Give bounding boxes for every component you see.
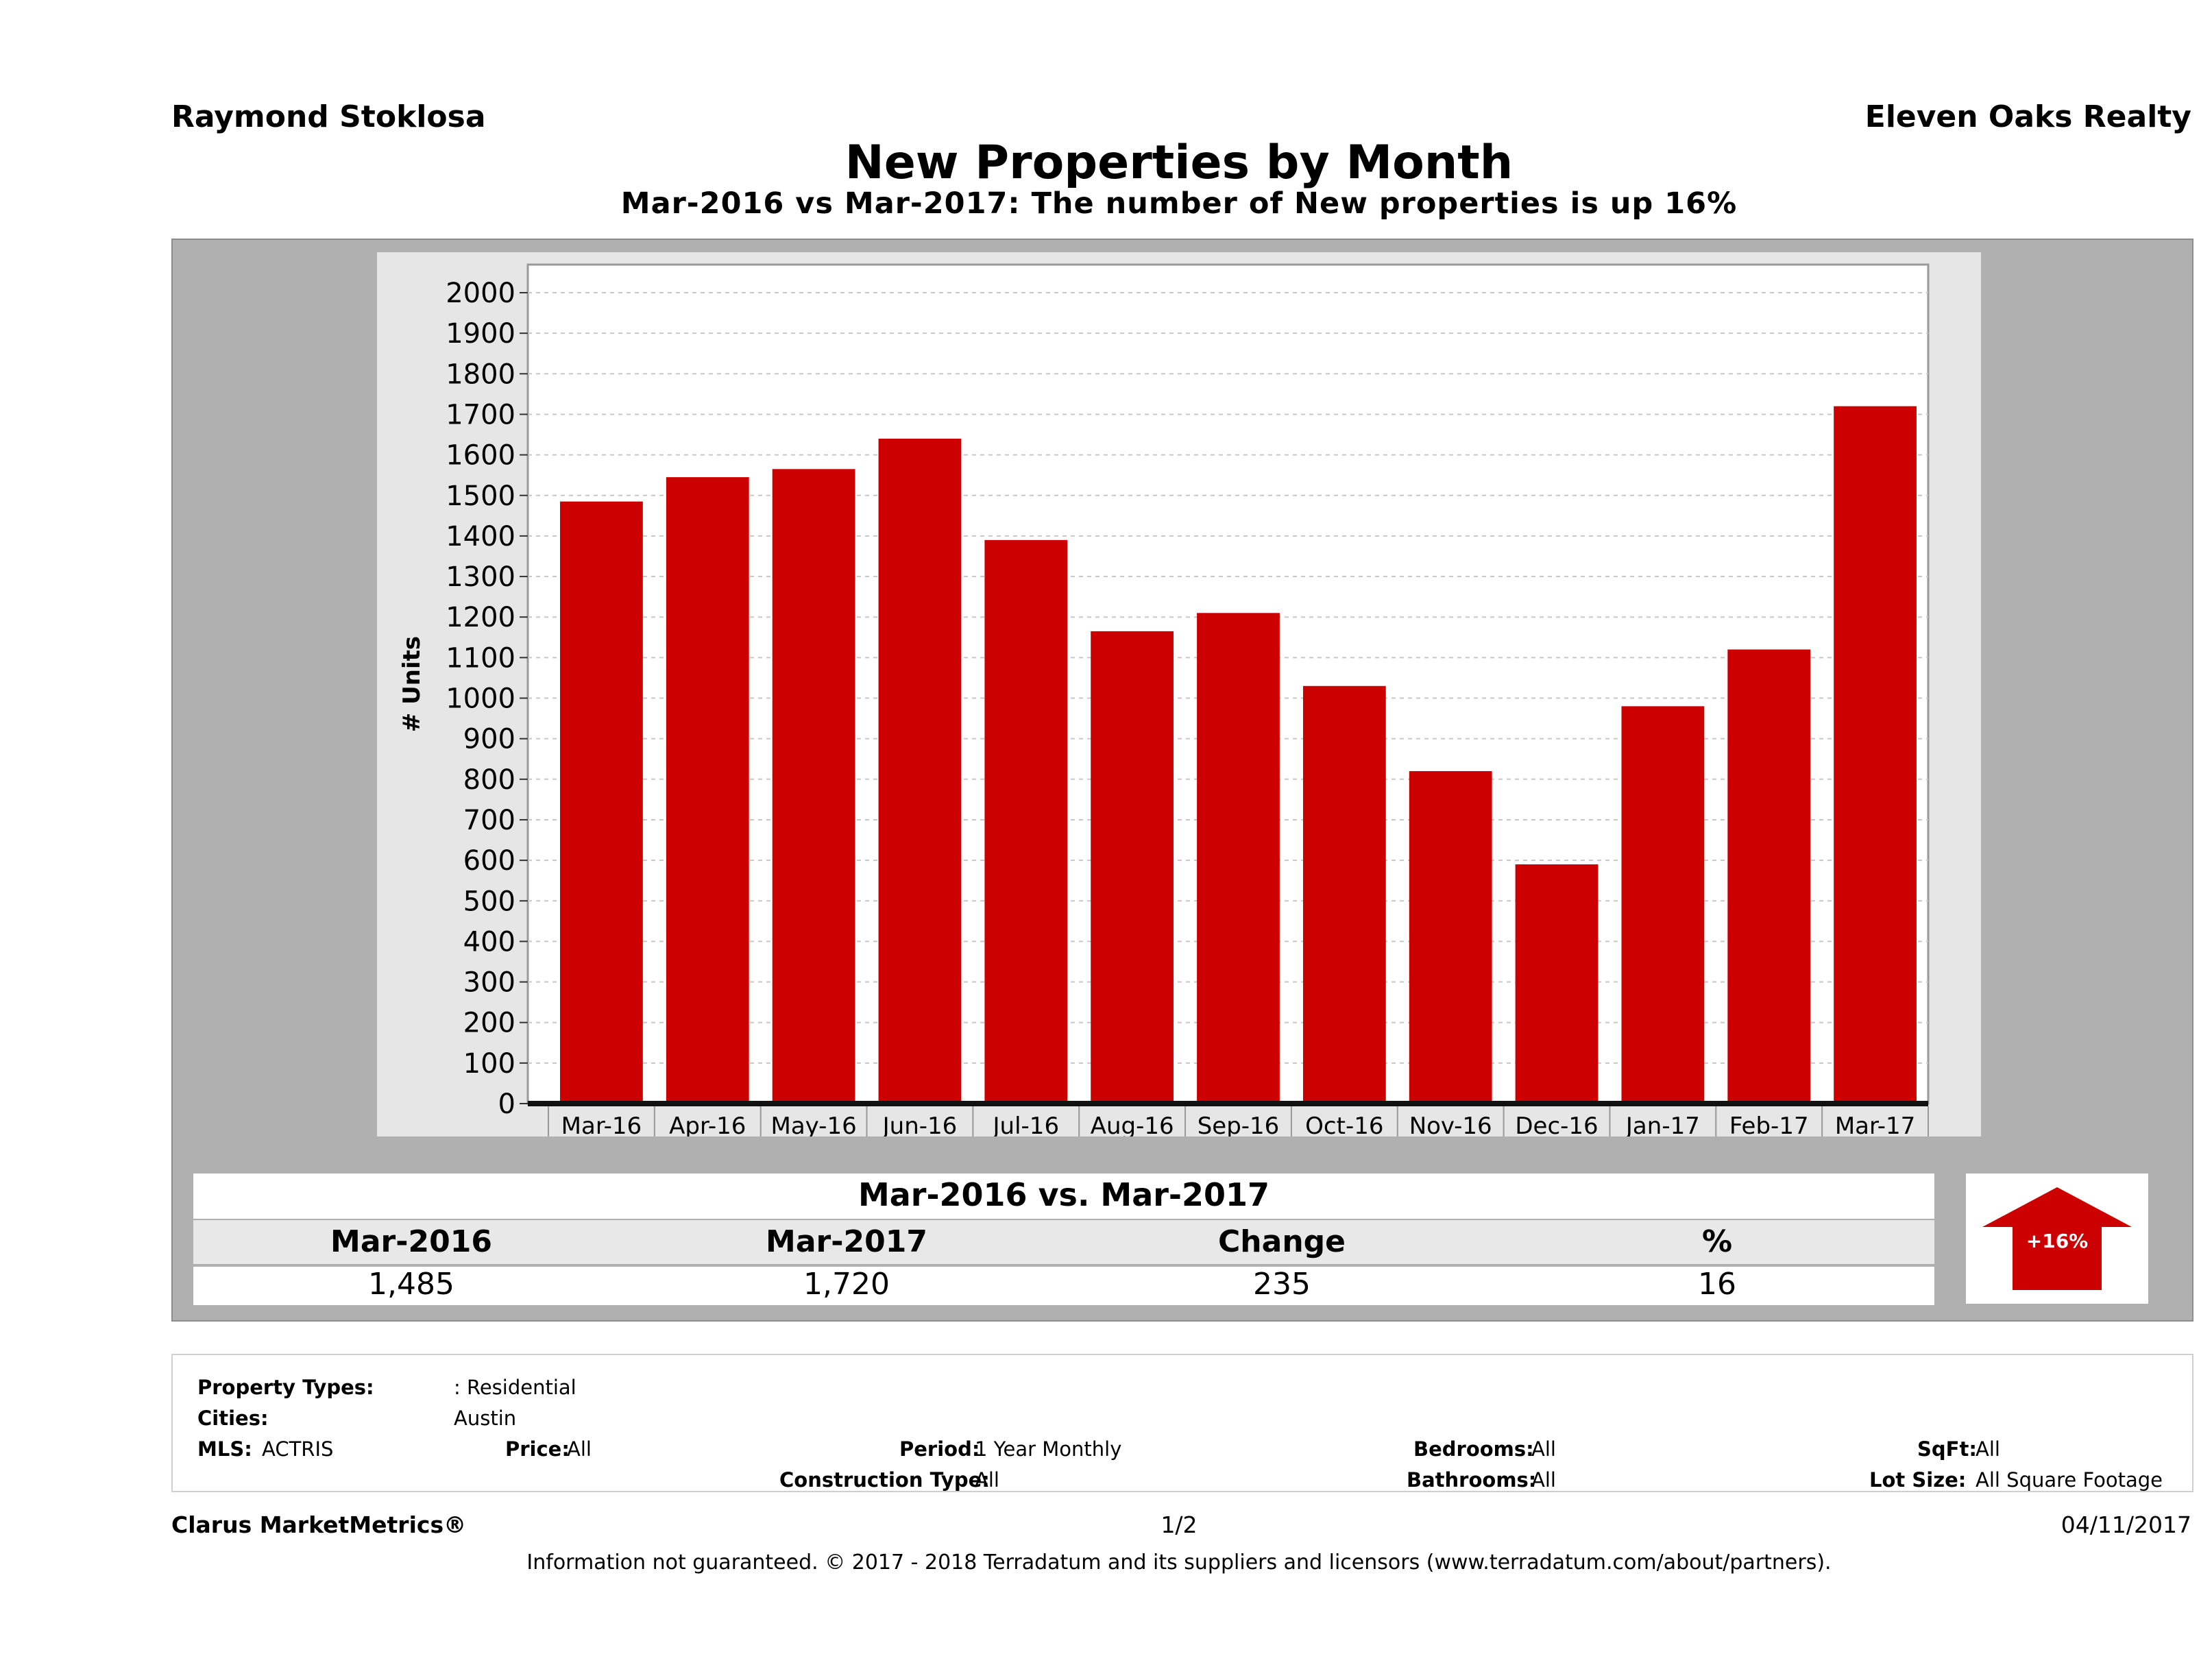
summary-value-change: 235 (1253, 1267, 1311, 1302)
bar-may-16 (772, 469, 855, 1104)
y-axis-label: # Units (398, 636, 426, 732)
filter-lotsize-label: Lot Size: (1869, 1468, 1967, 1492)
summary-title: Mar-2016 vs. Mar-2017 (858, 1176, 1270, 1213)
y-tick-label: 100 (463, 1048, 515, 1080)
y-tick-label: 2000 (446, 278, 515, 309)
filter-mls-value: ACTRIS (262, 1437, 334, 1461)
bar-sep-16 (1197, 613, 1280, 1104)
filter-price-label: Price: (505, 1437, 570, 1461)
x-tick-label: Mar-16 (561, 1112, 642, 1136)
filter-construction-value: All (975, 1468, 999, 1492)
x-tick-label: Apr-16 (669, 1112, 746, 1136)
x-tick-label: Mar-17 (1835, 1112, 1916, 1136)
bar-chart: 0 100 200 300 400 500 600 700 800 900 1000 1100 1200… (398, 263, 1930, 1136)
filter-price-value: All (567, 1437, 592, 1461)
summary-value-bar (193, 1267, 1934, 1305)
y-tick-label: 900 (463, 724, 515, 755)
y-tick-label: 1000 (446, 683, 515, 715)
y-tick-label: 300 (463, 967, 515, 999)
filter-sqft-label: SqFt: (1917, 1437, 1977, 1461)
filter-mls-label: MLS: (197, 1437, 252, 1461)
page-subtitle: Mar-2016 vs Mar-2017: The number of New … (620, 186, 1738, 221)
summary-header-curr: Mar-2017 (766, 1224, 927, 1259)
change-badge-box: +16% (1966, 1174, 2148, 1304)
report-date: 04/11/2017 (2061, 1511, 2191, 1538)
page-number: 1/2 (1160, 1511, 1198, 1538)
filter-bedrooms-label: Bedrooms: (1413, 1437, 1534, 1461)
filter-bathrooms-value: All (1531, 1468, 1556, 1492)
x-tick-label: May-16 (770, 1112, 856, 1136)
filter-sqft-value: All (1976, 1437, 2000, 1461)
y-tick-label: 1900 (446, 318, 515, 350)
up-arrow-icon: +16% (1982, 1187, 2132, 1290)
summary-title-bar (193, 1174, 1934, 1219)
filter-box: Property Types: : Residential Cities: Au… (171, 1354, 2193, 1492)
x-tick-label: Jan-17 (1625, 1112, 1700, 1136)
bar-dec-16 (1515, 864, 1599, 1104)
y-tick-label: 400 (463, 926, 515, 958)
summary-header-change: Change (1218, 1224, 1346, 1259)
summary-header-percent: % (1701, 1224, 1733, 1259)
y-tick-label: 600 (463, 845, 515, 877)
y-tick-label: 500 (463, 886, 515, 917)
x-tick-label: Feb-17 (1729, 1112, 1809, 1136)
y-tick-label: 1700 (446, 399, 515, 430)
x-tick-label: Oct-16 (1305, 1112, 1383, 1136)
summary-value-prev: 1,485 (368, 1267, 454, 1302)
bar-aug-16 (1091, 631, 1174, 1104)
y-tick-label: 800 (463, 764, 515, 796)
bar-jun-16 (878, 438, 962, 1104)
page-title: New Properties by Month (844, 136, 1514, 190)
filter-property-types-value: : Residential (454, 1376, 576, 1399)
summary-header-prev: Mar-2016 (330, 1224, 492, 1259)
filter-property-types-label: Property Types: (197, 1376, 374, 1399)
bar-jan-17 (1621, 706, 1705, 1104)
y-tick-label: 1600 (446, 440, 515, 472)
x-tick-label: Nov-16 (1409, 1112, 1492, 1136)
filter-cities-value: Austin (454, 1407, 517, 1430)
y-tick-label: 1500 (446, 481, 515, 512)
y-tick-label: 200 (463, 1008, 515, 1039)
bar-jul-16 (984, 539, 1068, 1104)
bar-feb-17 (1727, 649, 1811, 1104)
summary-header-bar (193, 1220, 1934, 1264)
y-tick-label: 1800 (446, 358, 515, 390)
x-tick-label: Sep-16 (1198, 1112, 1280, 1136)
summary-value-percent: 16 (1698, 1267, 1736, 1302)
change-badge-label: +16% (2026, 1230, 2088, 1252)
footer-brand: Clarus MarketMetrics® (171, 1511, 467, 1538)
x-tick-label: Jun-16 (882, 1112, 958, 1136)
x-tick-label: Aug-16 (1091, 1112, 1174, 1136)
y-tick-label: 1200 (446, 602, 515, 633)
summary-value-curr: 1,720 (803, 1267, 890, 1302)
agent-name: Raymond Stoklosa (171, 99, 486, 134)
x-tick-label: Jul-16 (992, 1112, 1060, 1136)
filter-period-label: Period: (899, 1437, 980, 1461)
bar-apr-16 (666, 477, 749, 1104)
bar-mar-16 (560, 501, 643, 1104)
filter-bathrooms-label: Bathrooms: (1407, 1468, 1537, 1492)
filter-construction-label: Construction Type: (779, 1468, 990, 1492)
disclaimer: Information not guaranteed. © 2017 - 201… (526, 1551, 1832, 1574)
y-tick-label: 1300 (446, 561, 515, 593)
y-tick-label: 1400 (446, 521, 515, 552)
bar-oct-16 (1302, 685, 1386, 1104)
y-tick-label: 0 (498, 1089, 515, 1120)
bar-mar-17 (1834, 406, 1917, 1104)
x-tick-label: Dec-16 (1515, 1112, 1598, 1136)
y-tick-label: 700 (463, 805, 515, 836)
filter-bedrooms-value: All (1531, 1437, 1556, 1461)
company-name: Eleven Oaks Realty (1864, 99, 2191, 134)
filter-period-value: 1 Year Monthly (975, 1437, 1122, 1461)
bar-nov-16 (1409, 770, 1492, 1104)
filter-cities-label: Cities: (197, 1407, 269, 1430)
filter-lotsize-value: All Square Footage (1976, 1468, 2163, 1492)
y-tick-label: 1100 (446, 642, 515, 674)
